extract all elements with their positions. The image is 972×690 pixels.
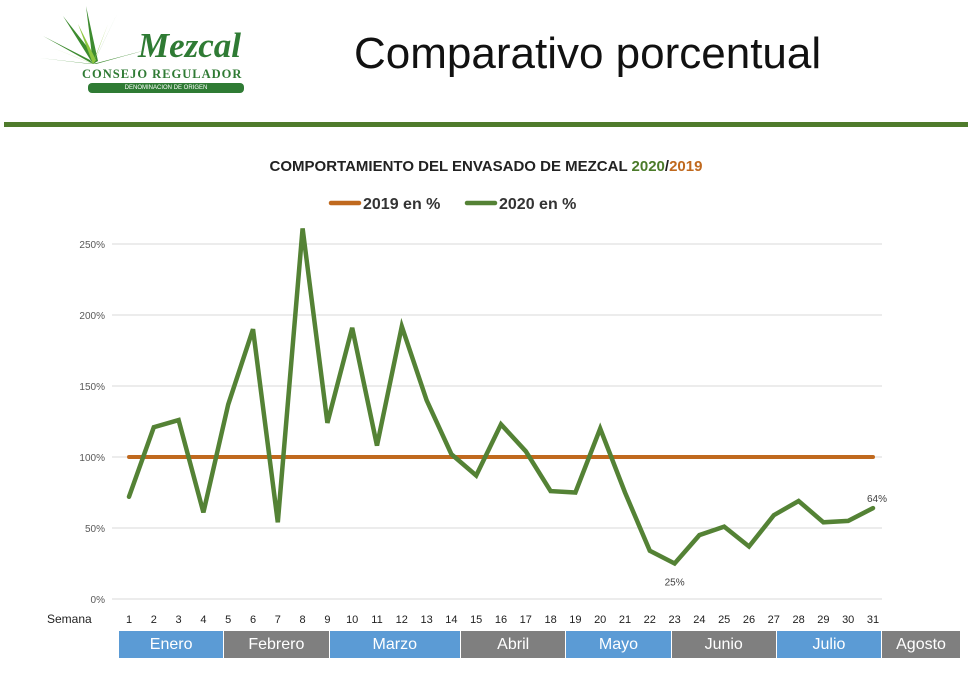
data-label: 25% xyxy=(665,578,685,589)
month-abril: Abril xyxy=(461,631,567,658)
chart-title-slash: / xyxy=(664,158,670,175)
month-band: Enero Febrero Marzo Abril Mayo Junio Julio Agos… xyxy=(119,631,961,658)
chart-title-year-2019: 2019 xyxy=(669,158,703,175)
y-tick-label: 100% xyxy=(79,453,105,464)
chart-title-main: COMPORTAMIENTO DEL ENVASADO DE MEZCAL xyxy=(269,158,632,175)
x-tick-label: 10 xyxy=(346,614,358,626)
x-tick-label: 15 xyxy=(470,614,482,626)
month-enero: Enero xyxy=(119,631,225,658)
legend-2020-label: 2020 en % xyxy=(499,196,576,213)
y-tick-label: 200% xyxy=(79,311,105,322)
consejo-regulador-logo: Mezcal CONSEJO REGULADOR DENOMINACION DE… xyxy=(38,6,253,94)
x-tick-label: 9 xyxy=(324,614,330,626)
x-tick-label: 16 xyxy=(495,614,507,626)
x-tick-label: 30 xyxy=(842,614,854,626)
series-line-2020 xyxy=(126,228,876,567)
x-tick-label: 23 xyxy=(668,614,680,626)
x-tick-label: 7 xyxy=(275,614,281,626)
x-tick-label: 18 xyxy=(544,614,556,626)
x-tick-label: 31 xyxy=(867,614,879,626)
x-tick-label: 2 xyxy=(151,614,157,626)
x-tick-label: 25 xyxy=(718,614,730,626)
x-tick-label: 28 xyxy=(792,614,804,626)
x-tick-label: 1 xyxy=(126,614,132,626)
logo-wordmark: Mezcal xyxy=(138,26,242,65)
x-tick-label: 5 xyxy=(225,614,231,626)
month-agosto: Agosto xyxy=(882,631,961,658)
chart-title-year-2020: 2020 xyxy=(631,158,665,175)
data-label: 64% xyxy=(867,494,887,505)
x-tick-label: 22 xyxy=(644,614,656,626)
x-tick-label: 13 xyxy=(420,614,432,626)
x-tick-label: 12 xyxy=(396,614,408,626)
x-tick-label: 20 xyxy=(594,614,606,626)
x-tick-label: 24 xyxy=(693,614,705,626)
x-tick-label: 3 xyxy=(176,614,182,626)
x-tick-label: 27 xyxy=(768,614,780,626)
x-tick-label: 11 xyxy=(371,614,382,626)
chart-title: COMPORTAMIENTO DEL ENVASADO DE MEZCAL 20… xyxy=(0,158,972,175)
x-tick-label: 29 xyxy=(817,614,829,626)
x-tick-label: 17 xyxy=(520,614,532,626)
x-tick-label: 4 xyxy=(200,614,206,626)
month-marzo: Marzo xyxy=(329,631,462,658)
x-tick-label: 26 xyxy=(743,614,755,626)
y-tick-label: 250% xyxy=(79,240,105,251)
x-tick-label: 21 xyxy=(619,614,631,626)
x-tick-label: 6 xyxy=(250,614,256,626)
y-tick-label: 150% xyxy=(79,382,105,393)
logo-subtitle: CONSEJO REGULADOR xyxy=(82,67,243,81)
logo-band: DENOMINACION DE ORIGEN xyxy=(88,83,244,93)
x-tick-label: 14 xyxy=(445,614,457,626)
x-tick-label: 19 xyxy=(569,614,581,626)
x-axis-label: Semana xyxy=(47,612,92,626)
agave-icon xyxy=(40,6,146,64)
month-junio: Junio xyxy=(671,631,777,658)
y-tick-label: 50% xyxy=(85,524,105,535)
month-julio: Julio xyxy=(776,631,883,658)
y-tick-label: 0% xyxy=(91,595,106,606)
x-tick-label: 8 xyxy=(300,614,306,626)
page-title: Comparativo porcentual xyxy=(354,29,822,78)
month-mayo: Mayo xyxy=(566,631,672,658)
month-febrero: Febrero xyxy=(224,631,330,658)
legend-2019-label: 2019 en % xyxy=(363,196,440,213)
header-divider xyxy=(4,122,968,127)
